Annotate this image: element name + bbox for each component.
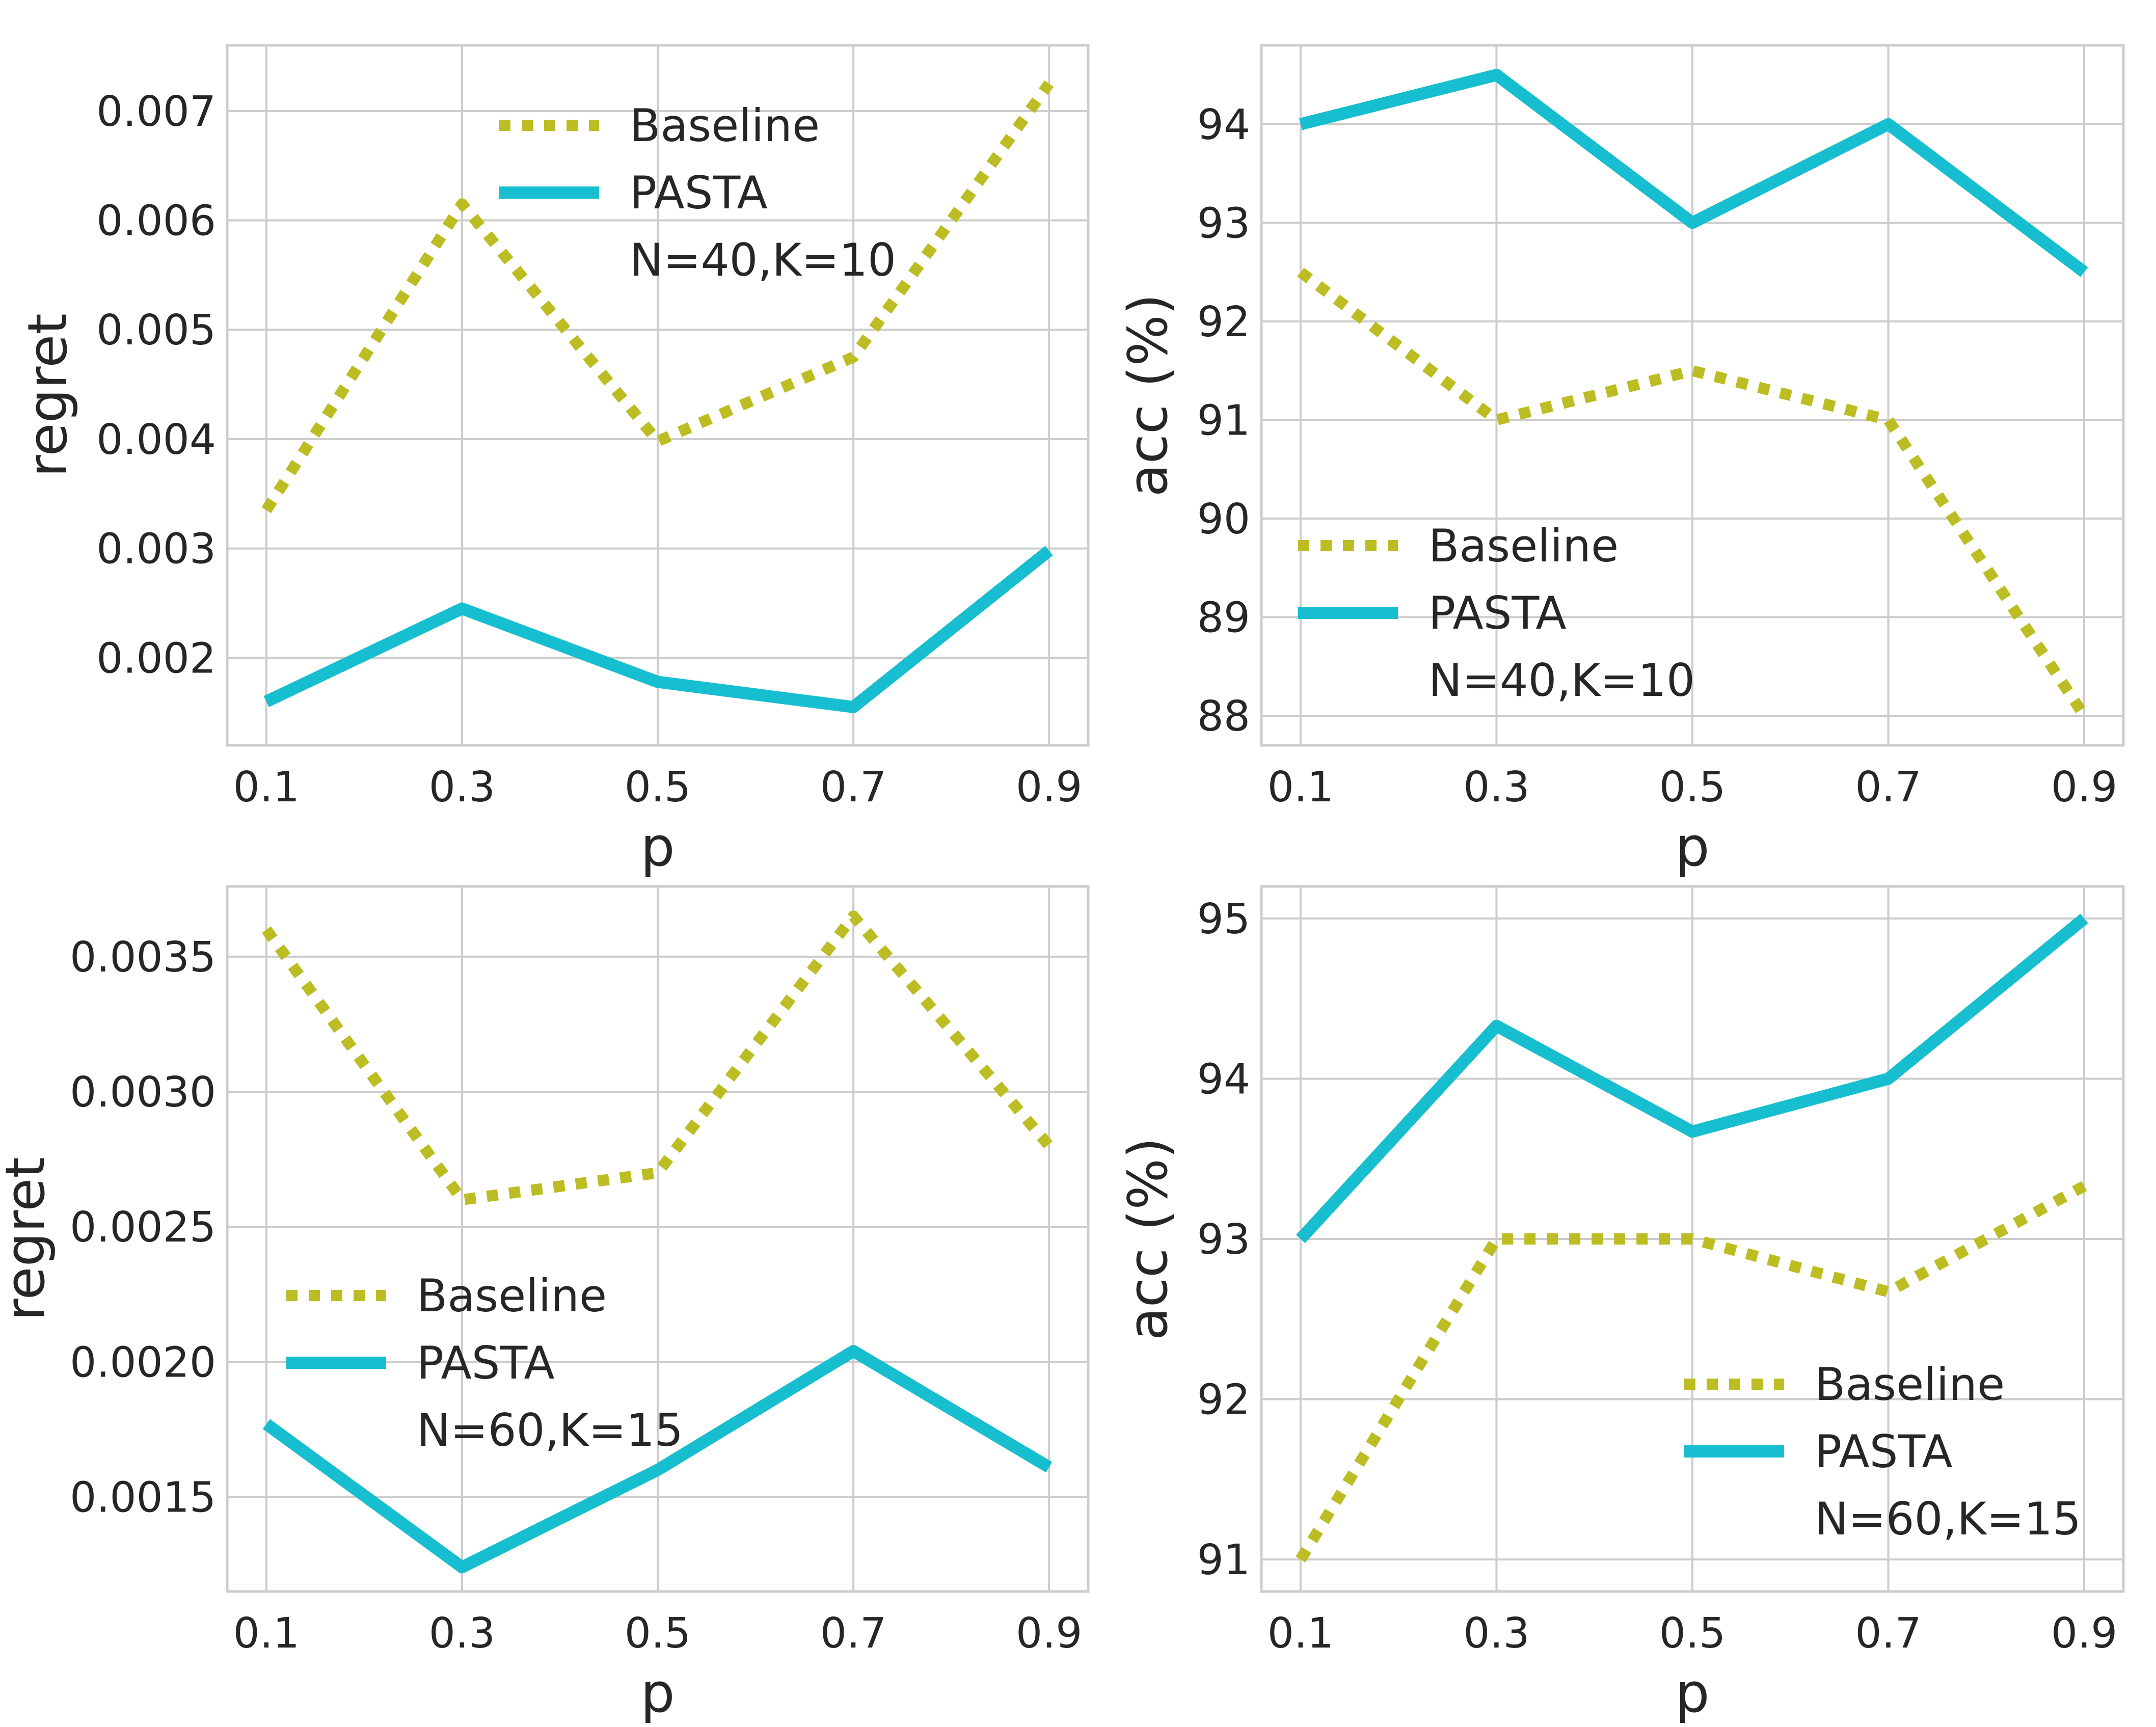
x-tick-label: 0.9 — [2051, 1609, 2117, 1658]
legend: Baseline PASTA N=60,K=15 — [286, 1270, 683, 1456]
x-tick-label: 0.1 — [233, 1609, 300, 1658]
y-tick-label: 0.007 — [96, 88, 216, 136]
series-line-baseline — [1296, 1181, 2087, 1562]
y-axis-label: acc (%) — [1117, 294, 1179, 497]
legend-label-baseline: Baseline — [417, 1270, 607, 1322]
chart-panel-1: 0.1 0.3 0.5 0.7 0.9 0.002 0.003 0.004 0.005 0.006… — [16, 44, 1090, 878]
y-tick-label: 0.004 — [96, 416, 216, 464]
legend-note: N=40,K=10 — [630, 234, 896, 286]
chart-panel-2: 0.1 0.3 0.5 0.7 0.9 88 89 90 91 92 93 94 p acc (%) Bas… — [1117, 44, 2125, 878]
y-tick-label: 0.002 — [96, 634, 216, 683]
x-tick-label: 0.7 — [1855, 1609, 1921, 1658]
y-axis-label: acc (%) — [1117, 1138, 1179, 1341]
legend-label-baseline: Baseline — [1429, 520, 1619, 572]
chart-panel-3: 0.1 0.3 0.5 0.7 0.9 0.0015 0.0020 0.0025 0.0030 0… — [0, 885, 1090, 1724]
y-axis-label: regret — [0, 1157, 57, 1321]
legend-label-pasta: PASTA — [1815, 1425, 1953, 1478]
y-tick-label: 88 — [1197, 692, 1250, 741]
series-line-pasta — [1299, 69, 2088, 277]
y-tick-label: 95 — [1197, 895, 1250, 943]
legend: Baseline PASTA N=60,K=15 — [1684, 1358, 2081, 1545]
y-tick-label: 92 — [1197, 1376, 1250, 1424]
y-tick-label: 93 — [1197, 1216, 1250, 1264]
legend-note: N=60,K=15 — [1815, 1493, 2081, 1545]
y-tick-label: 92 — [1197, 298, 1250, 346]
y-tick-label: 0.003 — [96, 525, 216, 574]
legend-label-pasta: PASTA — [1429, 587, 1567, 639]
y-axis-label: regret — [16, 313, 79, 477]
x-tick-label: 0.7 — [820, 763, 886, 812]
x-tick-label: 0.9 — [1016, 763, 1082, 812]
y-tick-label: 0.0035 — [70, 933, 216, 982]
y-tick-label: 0.006 — [96, 197, 216, 246]
series-line-pasta — [262, 1345, 1053, 1574]
legend-note: N=40,K=10 — [1429, 654, 1695, 707]
x-tick-label: 0.5 — [625, 763, 691, 812]
x-tick-label: 0.5 — [1659, 1609, 1726, 1658]
x-tick-label: 0.3 — [1463, 1609, 1529, 1658]
y-tick-label: 0.0025 — [70, 1203, 216, 1252]
x-axis-label: p — [640, 1662, 675, 1724]
legend: Baseline PASTA N=40,K=10 — [1298, 520, 1695, 707]
x-tick-label: 0.3 — [429, 763, 495, 812]
x-tick-label: 0.3 — [429, 1609, 495, 1658]
legend-label-pasta: PASTA — [630, 167, 768, 219]
series-line-pasta — [263, 546, 1053, 713]
x-tick-label: 0.7 — [820, 1609, 886, 1658]
legend-label-baseline: Baseline — [1815, 1358, 2005, 1411]
series-line-baseline — [1297, 267, 2089, 719]
legend-note: N=60,K=15 — [417, 1404, 683, 1456]
legend-label-pasta: PASTA — [417, 1337, 555, 1389]
x-tick-label: 0.3 — [1463, 763, 1529, 812]
x-tick-label: 0.5 — [625, 1609, 691, 1658]
y-tick-label: 91 — [1197, 396, 1250, 445]
x-axis-label: p — [1675, 816, 1709, 878]
x-tick-label: 0.1 — [233, 763, 300, 812]
y-tick-label: 0.0015 — [70, 1473, 216, 1522]
chart-panel-4: 0.1 0.3 0.5 0.7 0.9 91 92 93 94 95 p acc (%) Baselin… — [1117, 885, 2125, 1724]
x-tick-label: 0.7 — [1855, 763, 1921, 812]
y-tick-label: 89 — [1197, 593, 1250, 642]
x-tick-label: 0.9 — [2051, 763, 2117, 812]
x-tick-label: 0.5 — [1659, 763, 1726, 812]
y-tick-label: 0.0020 — [70, 1338, 216, 1387]
series-line-baseline — [261, 80, 1054, 514]
y-tick-label: 93 — [1197, 199, 1250, 248]
y-tick-label: 94 — [1197, 1055, 1250, 1103]
x-tick-label: 0.9 — [1016, 1609, 1082, 1658]
y-tick-label: 91 — [1197, 1536, 1250, 1584]
series-line-pasta — [1296, 913, 2088, 1244]
y-tick-label: 90 — [1197, 495, 1250, 544]
x-tick-label: 0.1 — [1268, 763, 1334, 812]
legend-label-baseline: Baseline — [630, 99, 820, 152]
y-tick-label: 0.0030 — [70, 1068, 216, 1117]
legend: Baseline PASTA N=40,K=10 — [499, 99, 896, 286]
x-axis-label: p — [1675, 1662, 1709, 1724]
x-axis-label: p — [640, 816, 675, 878]
y-tick-label: 0.005 — [96, 306, 216, 355]
x-tick-label: 0.1 — [1268, 1609, 1334, 1658]
y-tick-label: 94 — [1197, 101, 1250, 149]
